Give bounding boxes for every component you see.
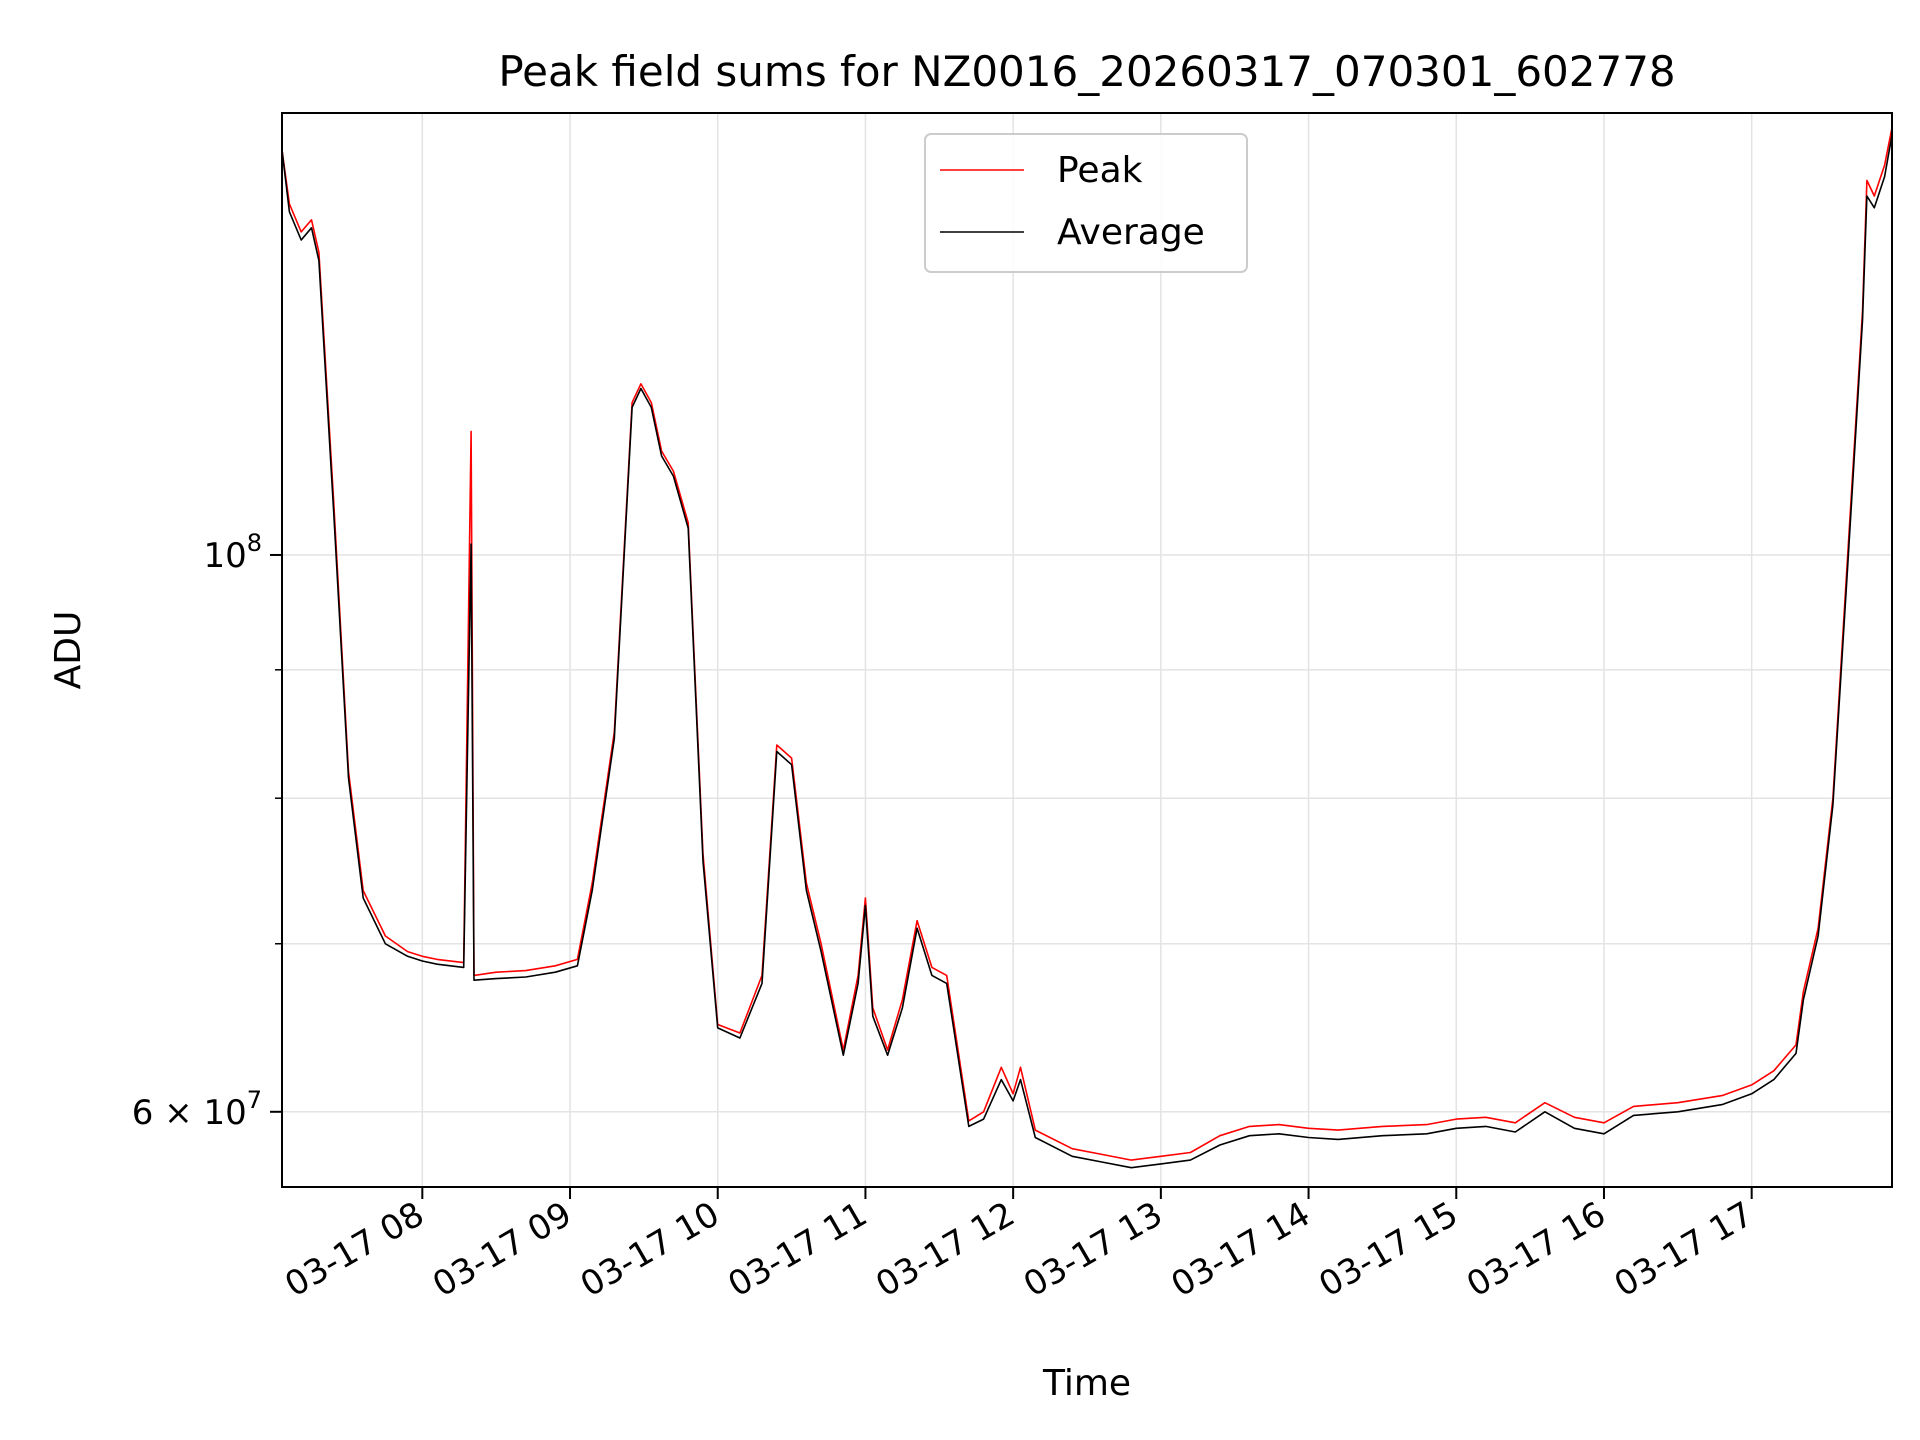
y-tick-label: 108: [203, 529, 262, 576]
legend-label-peak: Peak: [1057, 150, 1143, 191]
legend-box: [924, 133, 1248, 273]
grid: [282, 113, 1892, 1187]
legend: Peak Average: [924, 133, 1248, 273]
chart-title: Peak field sums for NZ0016_20260317_0703…: [498, 47, 1675, 96]
y-ticks: 108 6 × 107: [132, 529, 282, 1133]
series-line-average: [281, 134, 1893, 1169]
series-layer: [281, 127, 1893, 1169]
plot-frame: [281, 112, 1893, 1188]
legend-label-average: Average: [1057, 212, 1205, 253]
y-tick-label: 6 × 107: [132, 1086, 262, 1133]
x-axis-label: Time: [1042, 1363, 1131, 1404]
y-axis-label: ADU: [48, 611, 89, 690]
